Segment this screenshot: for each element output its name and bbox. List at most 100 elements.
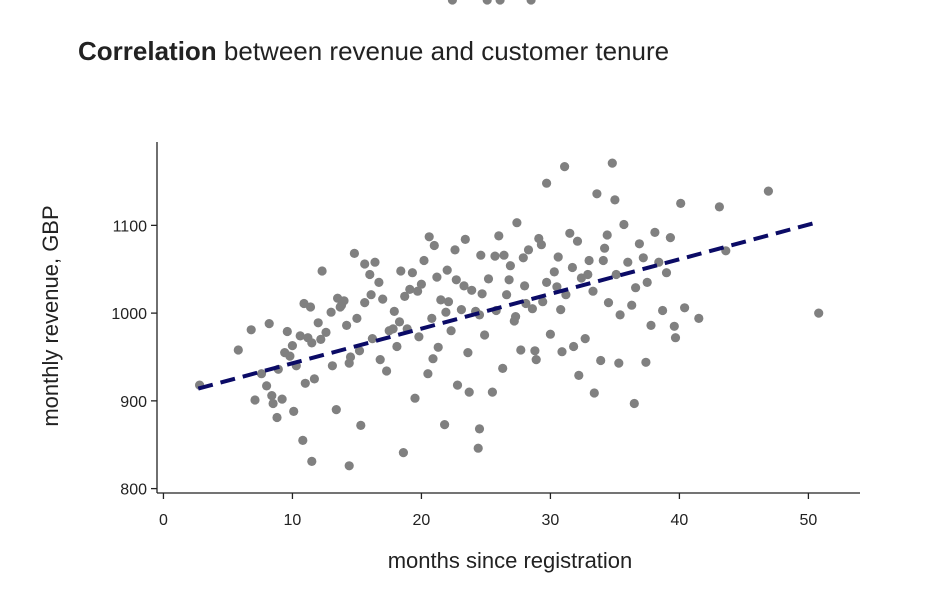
scatter-point — [450, 245, 460, 255]
y-axis-title: monthly revenue, GBP — [38, 205, 63, 426]
scatter-point — [307, 338, 317, 348]
scatter-point — [516, 345, 526, 355]
scatter-point — [233, 345, 243, 355]
scatter-point — [407, 268, 417, 278]
scatter-point — [638, 253, 648, 263]
y-axis-ticks: 800 900 1000 1100 — [111, 218, 157, 499]
scatter-point — [553, 252, 563, 262]
scatter-point — [280, 348, 290, 358]
scatter-point — [565, 228, 575, 238]
scatter-point — [354, 346, 365, 356]
scatter-point — [360, 298, 370, 308]
scatter-point — [477, 289, 487, 299]
scatter-point — [589, 388, 599, 398]
scatter-point — [374, 277, 384, 287]
scatter-point — [413, 286, 423, 296]
scatter-point — [542, 178, 552, 188]
scatter-point — [510, 312, 521, 322]
scatter-point — [569, 341, 579, 352]
scatter-point — [452, 380, 463, 390]
scatter-point — [405, 284, 415, 294]
scatter-point — [436, 295, 446, 305]
scatter-point — [360, 259, 370, 269]
scatter-point — [676, 198, 686, 208]
x-tick-label: 0 — [159, 512, 168, 529]
scatter-point — [451, 275, 461, 285]
scatter-point — [467, 285, 477, 295]
scatter-point — [424, 232, 434, 242]
x-axis-title: months since registration — [388, 548, 633, 573]
scatter-point — [658, 305, 668, 316]
scatter-point — [518, 253, 528, 263]
scatter-point — [526, 0, 536, 5]
scatter-point — [596, 355, 606, 366]
scatter-point — [428, 354, 438, 364]
scatter-point — [356, 420, 366, 430]
scatter-point — [300, 378, 310, 388]
scatter-point — [482, 0, 492, 5]
scatter-point — [560, 162, 570, 172]
scatter-point — [580, 334, 590, 344]
scatter-point — [615, 310, 625, 320]
scatter-point — [321, 327, 331, 337]
scatter-point — [523, 245, 534, 255]
scatter-point — [392, 341, 402, 352]
scatter-point — [400, 291, 410, 301]
scatter-points — [195, 0, 824, 471]
scatter-point — [316, 334, 326, 344]
scatter-point — [763, 186, 774, 196]
scatter-point — [572, 236, 583, 246]
scatter-point — [419, 255, 429, 266]
scatter-point — [603, 298, 614, 308]
scatter-point — [602, 230, 612, 240]
scatter-point — [264, 319, 274, 329]
scatter-point — [246, 325, 256, 335]
scatter-point — [490, 251, 500, 261]
scatter-point — [552, 282, 562, 292]
scatter-point — [394, 317, 405, 327]
scatter-point — [714, 202, 725, 212]
scatter-point — [441, 307, 451, 317]
scatter-point — [463, 348, 473, 358]
scatter-point — [538, 297, 548, 307]
scatter-point — [583, 269, 593, 280]
scatter-point — [327, 361, 337, 371]
scatter-point — [267, 391, 277, 401]
scatter-point — [282, 326, 292, 337]
scatter-point — [530, 346, 540, 356]
scatter-point — [642, 277, 652, 287]
scatter-point — [483, 274, 494, 284]
scatter-point — [365, 269, 375, 280]
scatter-point — [567, 262, 578, 273]
scatter-point — [299, 298, 309, 309]
scatter-point — [542, 277, 552, 287]
scatter-point — [423, 369, 433, 379]
scatter-point — [494, 231, 504, 241]
scatter-point — [473, 443, 483, 453]
x-tick-label: 30 — [542, 512, 560, 529]
scatter-point — [627, 300, 637, 310]
scatter-point — [396, 266, 406, 276]
scatter-point — [429, 240, 439, 251]
y-tick-label: 1100 — [113, 218, 148, 235]
scatter-point — [398, 448, 408, 458]
scatter-point — [433, 342, 443, 352]
scatter-point — [474, 424, 485, 434]
scatter-point — [447, 0, 457, 5]
scatter-point — [317, 266, 327, 276]
scatter-point — [262, 381, 272, 391]
scatter-point — [410, 393, 420, 403]
y-tick-label: 800 — [120, 482, 147, 499]
scatter-point — [272, 412, 282, 423]
scatter-point — [598, 255, 608, 266]
chart-title: Correlation between revenue and customer… — [78, 36, 669, 66]
scatter-point — [464, 387, 474, 397]
scatter-point — [629, 398, 639, 409]
scatter-point — [414, 332, 424, 342]
scatter-point — [382, 366, 392, 376]
trend-line — [197, 219, 820, 391]
scatter-point — [557, 347, 567, 357]
scatter-point — [331, 405, 341, 415]
scatter-point — [313, 318, 323, 328]
scatter-point — [268, 398, 278, 409]
